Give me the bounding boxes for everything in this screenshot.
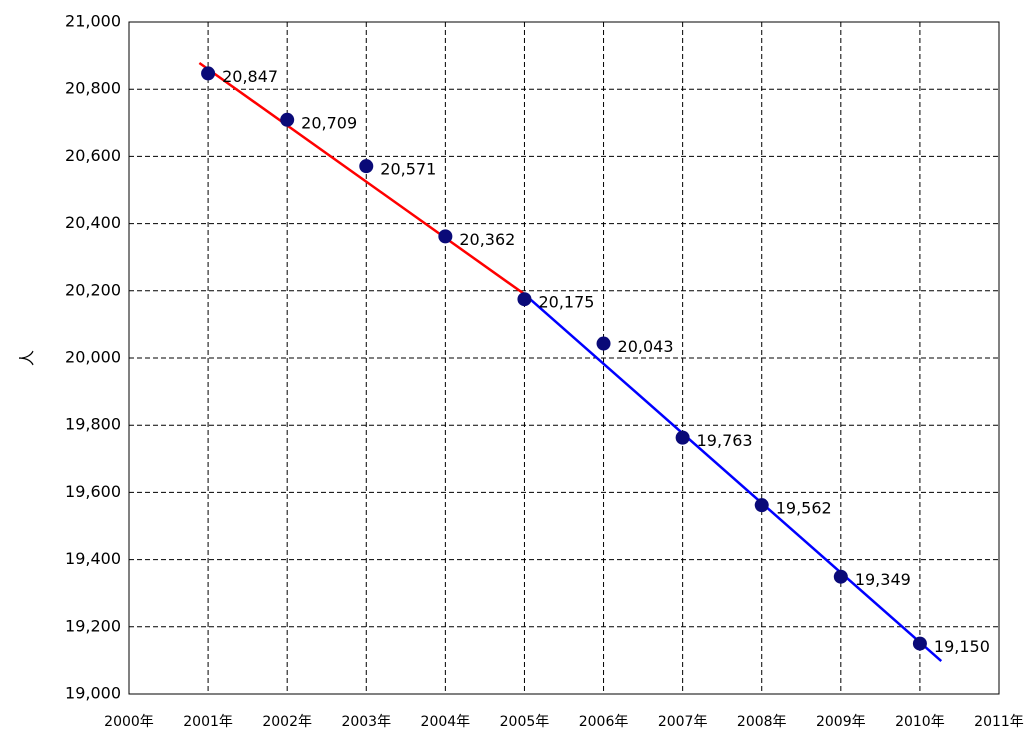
data-point [359, 159, 374, 174]
x-tick-label: 2001年 [183, 714, 233, 730]
data-point [596, 336, 611, 351]
data-label: 20,043 [618, 337, 674, 356]
plot-frame [128, 21, 1000, 695]
data-label: 20,847 [222, 67, 278, 86]
x-tick-label: 2004年 [421, 714, 471, 730]
y-tick-label: 20,600 [65, 146, 121, 165]
x-tick-label: 2011年 [974, 714, 1024, 730]
y-tick-label: 21,000 [65, 12, 121, 31]
y-tick-label: 19,800 [65, 415, 121, 434]
x-tick-label: 2007年 [658, 714, 708, 730]
data-point [201, 66, 216, 81]
y-tick-label: 20,000 [65, 348, 121, 367]
data-label: 19,562 [776, 499, 832, 518]
x-tick-label: 2006年 [579, 714, 629, 730]
data-point [754, 498, 769, 513]
data-label: 19,349 [855, 570, 911, 589]
y-tick-label: 19,600 [65, 482, 121, 501]
x-tick-label: 2005年 [500, 714, 550, 730]
x-tick-label: 2002年 [262, 714, 312, 730]
x-tick-label: 2008年 [737, 714, 787, 730]
y-tick-label: 20,200 [65, 280, 121, 299]
data-label: 20,362 [459, 230, 515, 249]
y-tick-label: 20,800 [65, 79, 121, 98]
data-point [280, 112, 295, 127]
x-tick-label: 2009年 [816, 714, 866, 730]
y-tick-label: 19,000 [65, 684, 121, 703]
data-point [438, 229, 453, 244]
y-tick-label: 20,400 [65, 213, 121, 232]
x-tick-label: 2010年 [895, 714, 945, 730]
trend-line [198, 61, 526, 296]
x-tick-label: 2000年 [104, 714, 154, 730]
x-tick-label: 2003年 [341, 714, 391, 730]
data-label: 20,175 [538, 293, 594, 312]
y-axis-label: 人 [18, 350, 37, 366]
y-tick-label: 19,200 [65, 616, 121, 635]
data-label: 20,709 [301, 113, 357, 132]
data-label: 19,763 [697, 431, 753, 450]
data-point [912, 636, 927, 651]
data-point [517, 292, 532, 307]
trend-line [523, 293, 943, 663]
data-label: 19,150 [934, 637, 990, 656]
y-tick-label: 19,400 [65, 549, 121, 568]
data-label: 20,571 [380, 160, 436, 179]
data-point [833, 569, 848, 584]
data-point [675, 430, 690, 445]
